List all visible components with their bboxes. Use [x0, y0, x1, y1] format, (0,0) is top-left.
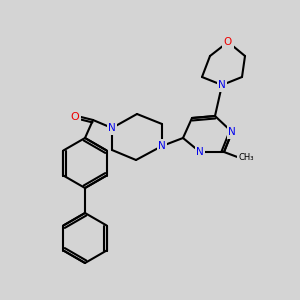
Text: CH₃: CH₃ [238, 154, 254, 163]
Text: N: N [218, 80, 226, 90]
Text: N: N [158, 141, 166, 151]
Text: O: O [70, 112, 80, 122]
Text: N: N [196, 147, 204, 157]
Text: N: N [108, 123, 116, 133]
Text: N: N [228, 127, 236, 137]
Text: O: O [224, 37, 232, 47]
